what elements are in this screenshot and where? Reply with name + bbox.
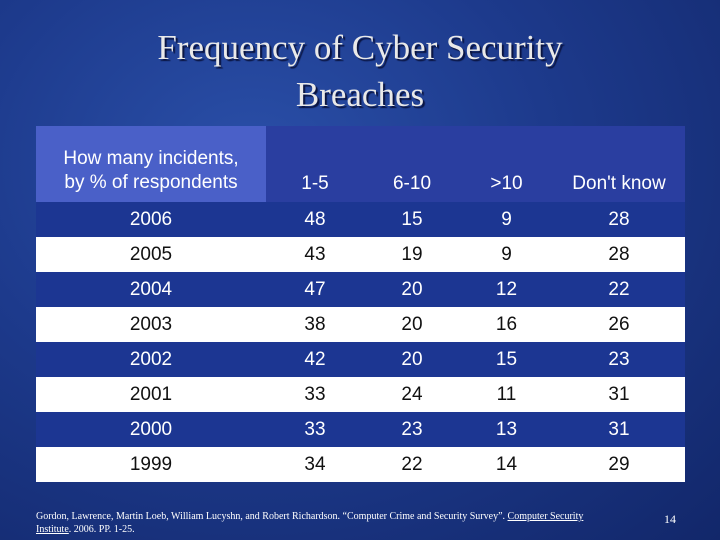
value-cell: 31 xyxy=(608,383,630,405)
citation-link[interactable]: Computer Security xyxy=(507,511,584,522)
value-cell: 13 xyxy=(495,418,518,440)
value-cell: 20 xyxy=(401,313,423,335)
year-cell: 2005 xyxy=(129,243,173,265)
value-cell: 15 xyxy=(495,348,518,370)
table-row: 1999 34 22 14 29 xyxy=(36,447,685,482)
year-cell: 2006 xyxy=(129,208,173,230)
value-cell: 31 xyxy=(608,418,630,440)
citation-footer: Gordon, Lawrence, Martin Loeb, William L… xyxy=(36,510,661,536)
value-cell: 42 xyxy=(304,348,326,370)
year-cell: 2000 xyxy=(129,418,173,440)
row-header-label-line-2: by % of respondents xyxy=(64,172,238,193)
value-cell: 14 xyxy=(495,453,518,475)
value-cell: 9 xyxy=(501,208,512,230)
slide-title-line-2: Breaches xyxy=(295,75,425,114)
table-row: 2003 38 20 16 26 xyxy=(36,307,685,342)
value-cell: 24 xyxy=(401,383,423,405)
table-row: 2002 42 20 15 23 xyxy=(36,342,685,377)
value-cell: 26 xyxy=(608,313,630,335)
value-cell: 15 xyxy=(401,208,423,230)
value-cell: 34 xyxy=(304,453,326,475)
table-row: 2005 43 19 9 28 xyxy=(36,237,685,272)
value-cell: 47 xyxy=(304,278,326,300)
table-header-row: How many incidents, by % of respondents … xyxy=(36,126,685,202)
value-cell: 38 xyxy=(304,313,326,335)
value-cell: 12 xyxy=(495,278,518,300)
year-cell: 1999 xyxy=(129,453,173,475)
citation-link-continued[interactable]: Institute xyxy=(36,524,69,535)
table-row: 2004 47 20 12 22 xyxy=(36,272,685,307)
value-cell: 20 xyxy=(401,348,423,370)
value-cell: 23 xyxy=(401,418,423,440)
page-number: 14 xyxy=(664,512,676,526)
citation-end: . 2006. PP. 1-25. xyxy=(68,524,135,535)
value-cell: 28 xyxy=(608,243,630,265)
column-header: >10 xyxy=(490,173,523,194)
table-row: 2006 48 15 9 28 xyxy=(36,202,685,237)
value-cell: 33 xyxy=(304,418,326,440)
year-cell: 2001 xyxy=(129,383,173,405)
value-cell: 9 xyxy=(501,243,512,265)
column-header: Don't know xyxy=(572,173,666,194)
row-header-label-line-1: How many incidents, xyxy=(63,148,239,169)
year-cell: 2004 xyxy=(129,278,173,300)
value-cell: 11 xyxy=(496,383,517,405)
slide-title-line-1: Frequency of Cyber Security xyxy=(157,28,563,67)
table-row: 2001 33 24 11 31 xyxy=(36,377,685,412)
citation-text: Gordon, Lawrence, Martin Loeb, William L… xyxy=(36,511,508,522)
value-cell: 29 xyxy=(608,453,630,475)
value-cell: 43 xyxy=(304,243,326,265)
value-cell: 20 xyxy=(401,278,423,300)
value-cell: 19 xyxy=(401,243,423,265)
column-header: 1-5 xyxy=(301,173,329,194)
breach-frequency-table: How many incidents, by % of respondents … xyxy=(36,126,685,482)
year-cell: 2003 xyxy=(129,313,173,335)
slide-title: Frequency of Cyber Security Breaches xyxy=(60,24,660,118)
value-cell: 22 xyxy=(608,278,630,300)
value-cell: 22 xyxy=(401,453,423,475)
value-cell: 33 xyxy=(304,383,326,405)
table-row: 2000 33 23 13 31 xyxy=(36,412,685,447)
column-header: 6-10 xyxy=(392,173,432,194)
value-cell: 48 xyxy=(304,208,326,230)
value-cell: 16 xyxy=(495,313,518,335)
value-cell: 23 xyxy=(608,348,630,370)
value-cell: 28 xyxy=(608,208,630,230)
year-cell: 2002 xyxy=(129,348,173,370)
row-header-label: How many incidents, by % of respondents xyxy=(36,126,266,202)
